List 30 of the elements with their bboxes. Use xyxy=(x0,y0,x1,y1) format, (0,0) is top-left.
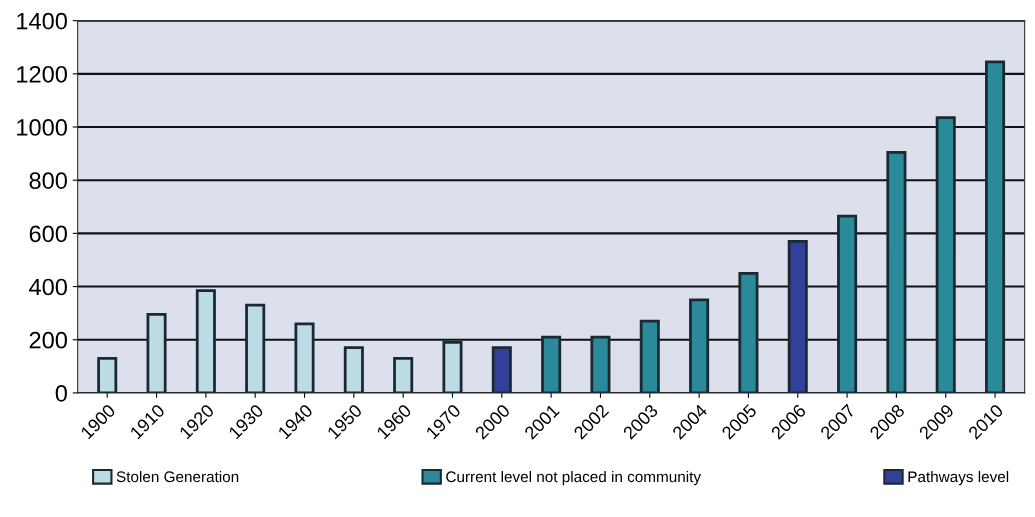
bar xyxy=(590,335,611,393)
legend-label: Stolen Generation xyxy=(116,470,239,483)
bar xyxy=(787,239,808,393)
bar xyxy=(442,341,463,393)
y-tick-label: 1200 xyxy=(17,65,67,83)
bar xyxy=(886,150,907,393)
y-tick-label: 1000 xyxy=(17,119,67,136)
legend-label: Pathways level xyxy=(908,470,1009,486)
bar xyxy=(738,271,759,393)
bar xyxy=(245,303,266,393)
y-tick-label: 200 xyxy=(29,331,67,349)
y-tick-label: 800 xyxy=(29,172,67,189)
bar xyxy=(97,356,118,393)
bar xyxy=(541,335,562,393)
y-tick-label: 600 xyxy=(29,225,67,243)
bar xyxy=(294,322,315,393)
bar xyxy=(985,60,1006,393)
legend-label: Current level not placed in community xyxy=(446,470,701,486)
bar xyxy=(393,356,414,393)
y-tick-label: 0 xyxy=(55,384,67,402)
bar xyxy=(195,289,216,393)
bar xyxy=(639,319,660,393)
bar xyxy=(146,313,167,393)
bar xyxy=(689,298,710,393)
bar xyxy=(343,346,364,393)
y-tick-label: 400 xyxy=(29,278,67,296)
y-tick-label: 1400 xyxy=(17,12,67,30)
bar xyxy=(935,116,956,393)
bar xyxy=(491,346,512,393)
bar xyxy=(837,214,858,393)
